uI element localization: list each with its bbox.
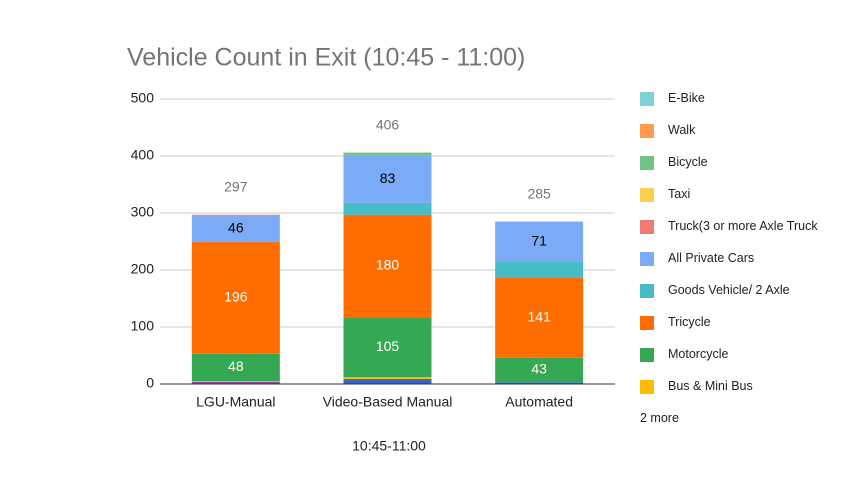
- data-label: 71: [531, 232, 547, 248]
- bar-segment: [495, 262, 584, 278]
- data-label: 105: [376, 338, 400, 354]
- total-label: 297: [224, 178, 248, 194]
- y-tick-label: 300: [131, 204, 155, 220]
- total-label: 285: [527, 185, 551, 201]
- data-label: 141: [527, 308, 551, 324]
- bar-segment: [191, 381, 280, 384]
- bar-segment: [495, 221, 584, 263]
- legend-label: Bus & Mini Bus: [668, 379, 753, 393]
- y-tick-label: 400: [131, 147, 155, 163]
- bar-segment: [343, 214, 432, 318]
- bar-segment: [191, 214, 280, 216]
- legend-label: Motorcycle: [668, 347, 729, 361]
- legend-label: Bicycle: [668, 155, 708, 169]
- legend-swatch: [640, 380, 654, 394]
- y-tick-label: 100: [131, 318, 155, 334]
- total-label: 406: [376, 116, 400, 132]
- bar-segment: [343, 155, 432, 203]
- bar-segment: [343, 202, 432, 215]
- legend-swatch: [640, 252, 654, 266]
- legend-label: E-Bike: [668, 91, 705, 105]
- bar-segment: [343, 377, 432, 379]
- x-tick-label: Video-Based Manual: [323, 394, 453, 410]
- bar-segment: [191, 215, 280, 243]
- x-tick-label: LGU-Manual: [196, 394, 275, 410]
- legend-label: Walk: [668, 123, 696, 137]
- data-label: 196: [224, 289, 248, 305]
- legend-swatch: [640, 220, 654, 234]
- data-label: 83: [380, 170, 396, 186]
- bar-segment: [343, 152, 432, 156]
- legend-swatch: [640, 92, 654, 106]
- legend-label: Taxi: [668, 187, 691, 201]
- legend-swatch: [640, 316, 654, 330]
- bar-segment: [191, 353, 280, 382]
- bar-segment: [343, 380, 432, 384]
- data-label: 46: [228, 220, 244, 236]
- x-tick-label: Automated: [505, 394, 573, 410]
- data-label: 180: [376, 257, 400, 273]
- x-axis-title: 10:45-11:00: [352, 438, 426, 454]
- legend-label: Truck(3 or more Axle Truck: [668, 219, 818, 233]
- legend-swatch: [640, 348, 654, 362]
- legend-label: All Private Cars: [668, 251, 755, 265]
- chart-title: Vehicle Count in Exit (10:45 - 11:00): [127, 44, 525, 72]
- bar-segment: [191, 381, 280, 382]
- legend-swatch: [640, 156, 654, 170]
- bar-segment: [343, 317, 432, 378]
- bar-segment: [495, 277, 584, 358]
- y-tick-label: 200: [131, 261, 155, 277]
- legend-swatch: [640, 284, 654, 298]
- bar-segment: [495, 382, 584, 384]
- data-label: 43: [531, 361, 547, 377]
- data-label: 48: [228, 358, 244, 374]
- legend-more: 2 more: [640, 411, 679, 425]
- y-tick-label: 500: [131, 90, 155, 106]
- bar-segment: [343, 378, 432, 381]
- legend-label: Tricycle: [668, 315, 711, 329]
- legend-swatch: [640, 124, 654, 138]
- y-tick-label: 0: [146, 375, 154, 391]
- legend-label: Goods Vehicle/ 2 Axle: [668, 283, 790, 297]
- bar-segment: [495, 357, 584, 383]
- legend-swatch: [640, 188, 654, 202]
- bar-segment: [191, 242, 280, 354]
